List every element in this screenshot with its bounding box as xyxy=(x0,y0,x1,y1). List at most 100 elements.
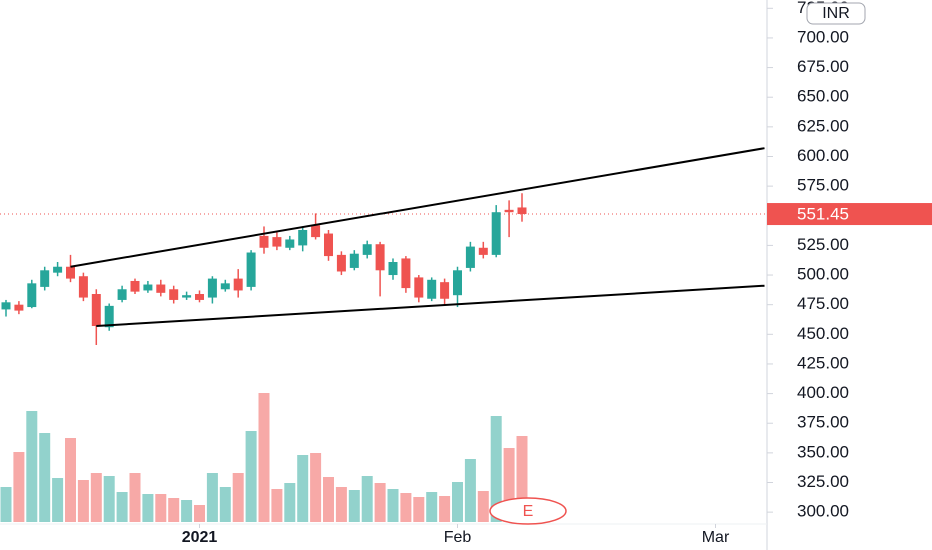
y-tick-label: 475.00 xyxy=(797,294,849,313)
volume-bar xyxy=(13,452,25,522)
candle-body xyxy=(78,276,88,298)
candle-body xyxy=(285,239,295,248)
volume-bar xyxy=(65,438,76,522)
x-tick-label: Feb xyxy=(444,529,472,546)
volume-bar xyxy=(426,492,438,522)
candle-body xyxy=(375,244,385,271)
volume-bar xyxy=(129,473,141,522)
y-tick-label: 525.00 xyxy=(797,235,849,254)
y-tick-label: 400.00 xyxy=(797,383,849,402)
volume-bar xyxy=(503,448,515,522)
trendline xyxy=(96,284,765,328)
candle-body xyxy=(401,258,411,289)
candle-body xyxy=(143,284,153,291)
event-marker xyxy=(489,497,567,525)
currency-badge xyxy=(806,2,866,25)
candle-body xyxy=(207,278,217,298)
candle-body xyxy=(246,252,256,287)
volume-bar xyxy=(335,487,347,522)
y-tick-label: 375.00 xyxy=(797,413,849,432)
volume-bar xyxy=(206,473,218,522)
y-tick-label: 350.00 xyxy=(797,442,849,461)
volume-bar xyxy=(232,473,244,522)
candle-body xyxy=(1,302,11,310)
volume-bar xyxy=(181,500,193,522)
volume-bar xyxy=(439,496,451,522)
candle-body xyxy=(311,225,321,238)
candle-body xyxy=(220,283,230,290)
candle-body xyxy=(427,279,437,299)
y-tick-label: 325.00 xyxy=(797,472,849,491)
volume-bar xyxy=(361,476,373,522)
volume-bar xyxy=(245,431,257,522)
volume-bar xyxy=(103,476,115,522)
candle-body xyxy=(465,246,475,268)
volume-bar xyxy=(413,497,425,522)
candle-body xyxy=(40,270,50,287)
volume-bar xyxy=(323,477,334,522)
volume-bar xyxy=(142,494,154,522)
y-tick-label: 650.00 xyxy=(797,87,849,106)
volume-bar xyxy=(52,478,64,522)
volume-bar xyxy=(490,416,502,522)
candle-body xyxy=(517,207,527,215)
candle-body xyxy=(195,294,204,300)
candle-body xyxy=(27,283,37,308)
candle-body xyxy=(14,304,24,311)
candle-body xyxy=(53,266,63,273)
candle-body xyxy=(440,282,450,299)
y-tick-label: 600.00 xyxy=(797,146,849,165)
volume-bar xyxy=(219,487,231,522)
candle-body xyxy=(66,266,75,279)
volume-bar xyxy=(116,492,128,522)
candle-body xyxy=(130,280,140,292)
y-tick-label: 450.00 xyxy=(797,324,849,343)
candle-body xyxy=(156,284,166,293)
candle-body xyxy=(169,289,179,300)
volume-bar xyxy=(271,489,283,522)
candle-body xyxy=(272,237,282,247)
candle-body xyxy=(336,254,346,272)
y-tick-label: 700.00 xyxy=(797,27,849,46)
volume-bar xyxy=(374,483,386,522)
candle-body xyxy=(182,295,192,298)
volume-bar xyxy=(516,436,528,522)
candle-body xyxy=(324,233,333,257)
volume-bar xyxy=(0,487,12,522)
candle-body xyxy=(298,229,308,246)
y-tick-label: 500.00 xyxy=(797,265,849,284)
candle-body xyxy=(453,270,462,296)
y-tick-label: 625.00 xyxy=(797,116,849,135)
candle-body xyxy=(362,244,372,255)
volume-bar xyxy=(284,483,296,522)
last-price-label: 551.45 xyxy=(797,205,849,224)
candle-body xyxy=(414,277,424,298)
volume-bar xyxy=(297,455,309,522)
volume-bar xyxy=(155,494,167,522)
volume-bar xyxy=(452,482,463,522)
volume-bar xyxy=(400,493,412,522)
volume-bar xyxy=(310,453,322,522)
trendline xyxy=(70,147,765,268)
x-tick-label: Mar xyxy=(702,529,730,546)
volume-bar xyxy=(387,489,399,522)
event-marker-label: E xyxy=(523,503,534,520)
y-tick-label: 300.00 xyxy=(797,502,849,521)
x-tick-label: 2021 xyxy=(182,529,218,546)
candle-body xyxy=(259,235,269,248)
candle-body xyxy=(388,262,398,276)
y-tick-label: 675.00 xyxy=(797,57,849,76)
volume-bar xyxy=(77,480,89,522)
y-tick-label: 575.00 xyxy=(797,176,849,195)
candle-body xyxy=(233,278,243,291)
currency-label: INR xyxy=(822,5,850,22)
volume-bar xyxy=(194,505,205,522)
volume-bar xyxy=(90,473,102,522)
last-price-box xyxy=(767,203,932,226)
plot-area xyxy=(0,147,767,522)
candle-body xyxy=(478,247,488,255)
candle-body xyxy=(349,253,359,268)
